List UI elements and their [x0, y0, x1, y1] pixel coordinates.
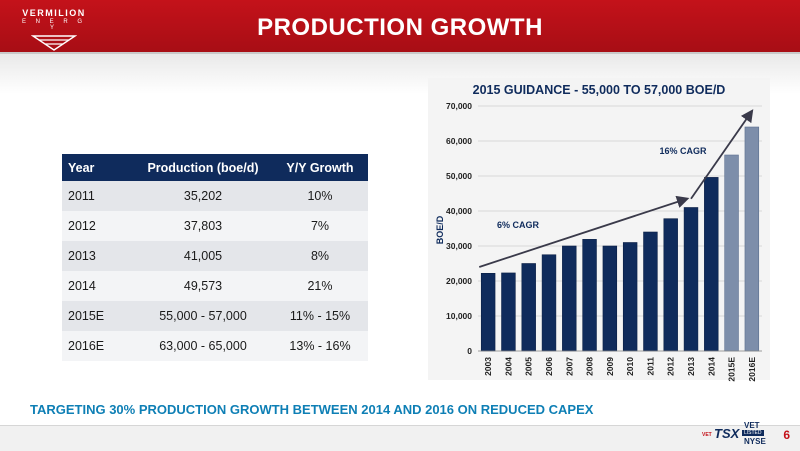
cell-growth: 13% - 16%	[272, 331, 368, 361]
table-row: 2015E 55,000 - 57,000 11% - 15%	[62, 301, 368, 331]
x-tick-label: 2011	[645, 357, 655, 376]
bar	[744, 126, 760, 352]
table-header-row: Year Production (boe/d) Y/Y Growth	[62, 154, 368, 181]
bar	[663, 218, 678, 352]
y-tick-label: 50,000	[446, 171, 472, 181]
cagr-arrow	[478, 195, 690, 268]
bar	[704, 177, 719, 352]
x-tick-label: 2008	[585, 357, 595, 376]
x-tick-label: 2004	[503, 357, 513, 376]
y-tick-label: 70,000	[446, 101, 472, 111]
page-number: 6	[783, 428, 790, 442]
cell-production: 35,202	[134, 181, 272, 211]
bar	[480, 272, 496, 352]
bar	[683, 207, 699, 352]
cell-year: 2012	[62, 211, 134, 241]
bar	[521, 263, 536, 352]
company-logo: VERMILION E N E R G Y	[18, 8, 90, 54]
x-tick-label: 2015E	[727, 357, 737, 382]
table-row: 2016E 63,000 - 65,000 13% - 16%	[62, 331, 368, 361]
cagr-label: 6% CAGR	[497, 220, 540, 230]
nyse-label: NYSE	[744, 437, 766, 446]
ticker-small: VET	[702, 432, 712, 438]
cell-year: 2015E	[62, 301, 134, 331]
col-header-year: Year	[62, 154, 134, 181]
tsx-label: TSX	[714, 426, 740, 441]
table-row: 2011 35,202 10%	[62, 181, 368, 211]
cell-year: 2016E	[62, 331, 134, 361]
chart-title: 2015 GUIDANCE - 55,000 TO 57,000 BOE/D	[472, 83, 726, 97]
table-row: 2014 49,573 21%	[62, 271, 368, 301]
y-tick-label: 30,000	[446, 241, 472, 251]
cagr-arrow	[690, 109, 754, 200]
y-tick-label: 40,000	[446, 206, 472, 216]
bar	[602, 245, 618, 352]
cell-production: 41,005	[134, 241, 272, 271]
x-tick-label: 2016E	[747, 357, 757, 382]
x-tick-label: 2009	[605, 357, 615, 376]
bar	[643, 231, 658, 352]
logo-subtitle: E N E R G Y	[21, 19, 86, 31]
cell-growth: 10%	[272, 181, 368, 211]
cell-year: 2014	[62, 271, 134, 301]
bar	[724, 154, 739, 352]
x-tick-label: 2013	[686, 357, 696, 376]
tagline: TARGETING 30% PRODUCTION GROWTH BETWEEN …	[30, 402, 594, 417]
logo-wordmark: VERMILION	[22, 8, 86, 18]
cell-growth: 7%	[272, 211, 368, 241]
x-tick-label: 2003	[483, 357, 493, 376]
bar	[582, 239, 597, 352]
cell-year: 2011	[62, 181, 134, 211]
x-tick-label: 2014	[706, 357, 716, 376]
x-tick-label: 2010	[625, 357, 635, 376]
exchange-logo: VET TSX VET LISTED NYSE	[700, 420, 778, 448]
cell-growth: 11% - 15%	[272, 301, 368, 331]
cell-year: 2013	[62, 241, 134, 271]
cell-growth: 21%	[272, 271, 368, 301]
y-tick-label: 10,000	[446, 311, 472, 321]
cell-growth: 8%	[272, 241, 368, 271]
x-tick-label: 2007	[564, 357, 574, 376]
cell-production: 63,000 - 65,000	[134, 331, 272, 361]
y-axis-label: BOE/D	[435, 215, 445, 244]
table-row: 2013 41,005 8%	[62, 241, 368, 271]
cell-production: 49,573	[134, 271, 272, 301]
listed-label: LISTED	[742, 430, 764, 436]
bar	[562, 245, 577, 352]
page-title: PRODUCTION GROWTH	[257, 14, 543, 41]
footer-bar	[0, 425, 800, 451]
x-tick-label: 2012	[666, 357, 676, 376]
col-header-production: Production (boe/d)	[134, 154, 272, 181]
table-row: 2012 37,803 7%	[62, 211, 368, 241]
header-bar	[0, 0, 800, 60]
bar	[501, 272, 516, 352]
bar	[622, 242, 638, 352]
cagr-label: 16% CAGR	[659, 146, 707, 156]
logo-emblem-icon	[31, 35, 77, 51]
col-header-growth: Y/Y Growth	[272, 154, 368, 181]
y-tick-label: 60,000	[446, 136, 472, 146]
x-tick-label: 2006	[544, 357, 554, 376]
cell-production: 37,803	[134, 211, 272, 241]
y-tick-label: 20,000	[446, 276, 472, 286]
y-tick-label: 0	[467, 346, 472, 356]
production-table: Year Production (boe/d) Y/Y Growth 2011 …	[62, 154, 368, 361]
bar	[541, 254, 557, 352]
x-tick-label: 2005	[524, 357, 534, 376]
ticker-label: VET	[744, 421, 760, 430]
cell-production: 55,000 - 57,000	[134, 301, 272, 331]
